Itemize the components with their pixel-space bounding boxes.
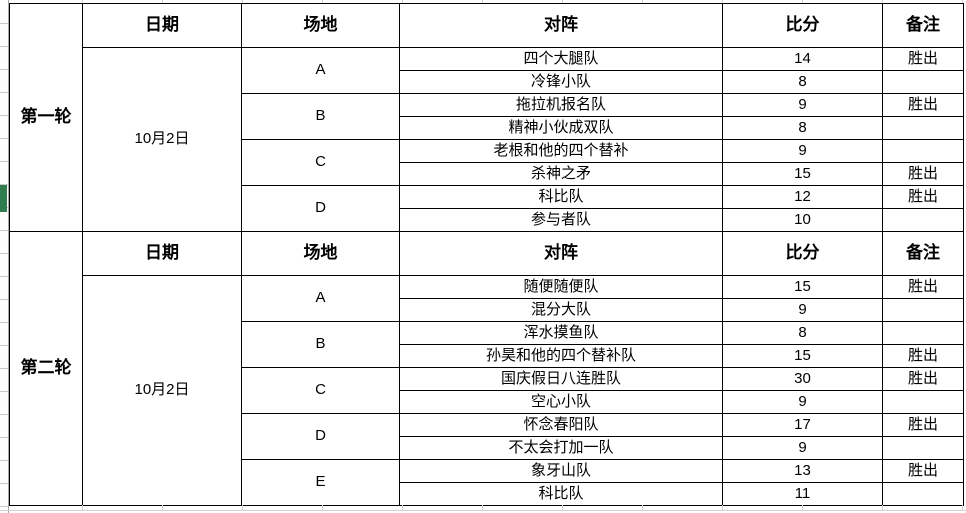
team-cell[interactable]: 混分大队 (399, 298, 723, 322)
round-2-date-cell[interactable]: 10月2日 (82, 275, 242, 506)
note-cell[interactable] (882, 482, 964, 506)
row-header-strip (0, 0, 8, 513)
team-cell[interactable]: 杀神之矛 (399, 162, 723, 186)
note-cell[interactable]: 胜出 (882, 367, 964, 391)
venue-cell[interactable]: A (241, 47, 400, 94)
score-cell[interactable]: 9 (722, 436, 883, 460)
team-cell[interactable]: 拖拉机报名队 (399, 93, 723, 117)
team-cell[interactable]: 随便随便队 (399, 275, 723, 299)
round-2-header-score-cell[interactable]: 比分 (722, 231, 883, 276)
note-cell[interactable]: 胜出 (882, 459, 964, 483)
team-cell[interactable]: 精神小伙成双队 (399, 116, 723, 140)
score-cell[interactable]: 8 (722, 321, 883, 345)
note-cell[interactable] (882, 298, 964, 322)
score-cell[interactable]: 11 (722, 482, 883, 506)
round-1-header-note-cell[interactable]: 备注 (882, 3, 964, 48)
note-cell[interactable]: 胜出 (882, 344, 964, 368)
score-cell[interactable]: 30 (722, 367, 883, 391)
score-cell[interactable]: 9 (722, 139, 883, 163)
note-cell[interactable] (882, 321, 964, 345)
score-cell[interactable]: 8 (722, 70, 883, 94)
score-cell[interactable]: 8 (722, 116, 883, 140)
sheet-gridline-ticks-top (3, 0, 966, 3)
note-cell[interactable] (882, 208, 964, 232)
note-cell[interactable] (882, 390, 964, 414)
team-cell[interactable]: 科比队 (399, 185, 723, 209)
score-cell[interactable]: 14 (722, 47, 883, 71)
round-1-label-cell[interactable]: 第一轮 (9, 3, 83, 232)
round-2-header-venue-cell[interactable]: 场地 (241, 231, 400, 276)
venue-cell[interactable]: C (241, 139, 400, 186)
score-cell[interactable]: 15 (722, 162, 883, 186)
round-1-header-score-cell[interactable]: 比分 (722, 3, 883, 48)
team-cell[interactable]: 空心小队 (399, 390, 723, 414)
score-cell[interactable]: 9 (722, 93, 883, 117)
note-cell[interactable]: 胜出 (882, 275, 964, 299)
team-cell[interactable]: 四个大腿队 (399, 47, 723, 71)
team-cell[interactable]: 孙昊和他的四个替补队 (399, 344, 723, 368)
tournament-table: 第一轮 日期 场地 对阵 比分 备注 10月2日 A 四个大腿队 14 胜出 冷… (9, 3, 964, 506)
team-cell[interactable]: 科比队 (399, 482, 723, 506)
venue-cell[interactable]: D (241, 185, 400, 232)
note-cell[interactable] (882, 139, 964, 163)
note-cell[interactable] (882, 70, 964, 94)
score-cell[interactable]: 17 (722, 413, 883, 437)
score-cell[interactable]: 15 (722, 344, 883, 368)
note-cell[interactable]: 胜出 (882, 162, 964, 186)
venue-cell[interactable]: B (241, 321, 400, 368)
note-cell[interactable]: 胜出 (882, 185, 964, 209)
score-cell[interactable]: 13 (722, 459, 883, 483)
score-cell[interactable]: 15 (722, 275, 883, 299)
score-cell[interactable]: 10 (722, 208, 883, 232)
row-header-strip-border (8, 0, 9, 513)
team-cell[interactable]: 怀念春阳队 (399, 413, 723, 437)
round-2-header-note-cell[interactable]: 备注 (882, 231, 964, 276)
note-cell[interactable] (882, 436, 964, 460)
team-cell[interactable]: 不太会打加一队 (399, 436, 723, 460)
score-cell[interactable]: 9 (722, 390, 883, 414)
round-1-header-venue-cell[interactable]: 场地 (241, 3, 400, 48)
round-2-label-cell[interactable]: 第二轮 (9, 231, 83, 506)
round-1-date-cell[interactable]: 10月2日 (82, 47, 242, 232)
round-2-header-matchup-cell[interactable]: 对阵 (399, 231, 723, 276)
selected-row-indicator (0, 185, 7, 212)
score-cell[interactable]: 12 (722, 185, 883, 209)
team-cell[interactable]: 老根和他的四个替补 (399, 139, 723, 163)
venue-cell[interactable]: D (241, 413, 400, 460)
venue-cell[interactable]: C (241, 367, 400, 414)
team-cell[interactable]: 参与者队 (399, 208, 723, 232)
round-1-header-matchup-cell[interactable]: 对阵 (399, 3, 723, 48)
note-cell[interactable]: 胜出 (882, 93, 964, 117)
team-cell[interactable]: 浑水摸鱼队 (399, 321, 723, 345)
sheet-gridline-horizontal (0, 510, 966, 511)
note-cell[interactable]: 胜出 (882, 413, 964, 437)
round-2-header-date-cell[interactable]: 日期 (82, 231, 242, 276)
team-cell[interactable]: 冷锋小队 (399, 70, 723, 94)
round-1-header-date-cell[interactable]: 日期 (82, 3, 242, 48)
venue-cell[interactable]: B (241, 93, 400, 140)
sheet-gridline-ticks-bottom (3, 505, 966, 510)
note-cell[interactable] (882, 116, 964, 140)
note-cell[interactable]: 胜出 (882, 47, 964, 71)
score-cell[interactable]: 9 (722, 298, 883, 322)
team-cell[interactable]: 国庆假日八连胜队 (399, 367, 723, 391)
venue-cell[interactable]: A (241, 275, 400, 322)
team-cell[interactable]: 象牙山队 (399, 459, 723, 483)
venue-cell[interactable]: E (241, 459, 400, 506)
